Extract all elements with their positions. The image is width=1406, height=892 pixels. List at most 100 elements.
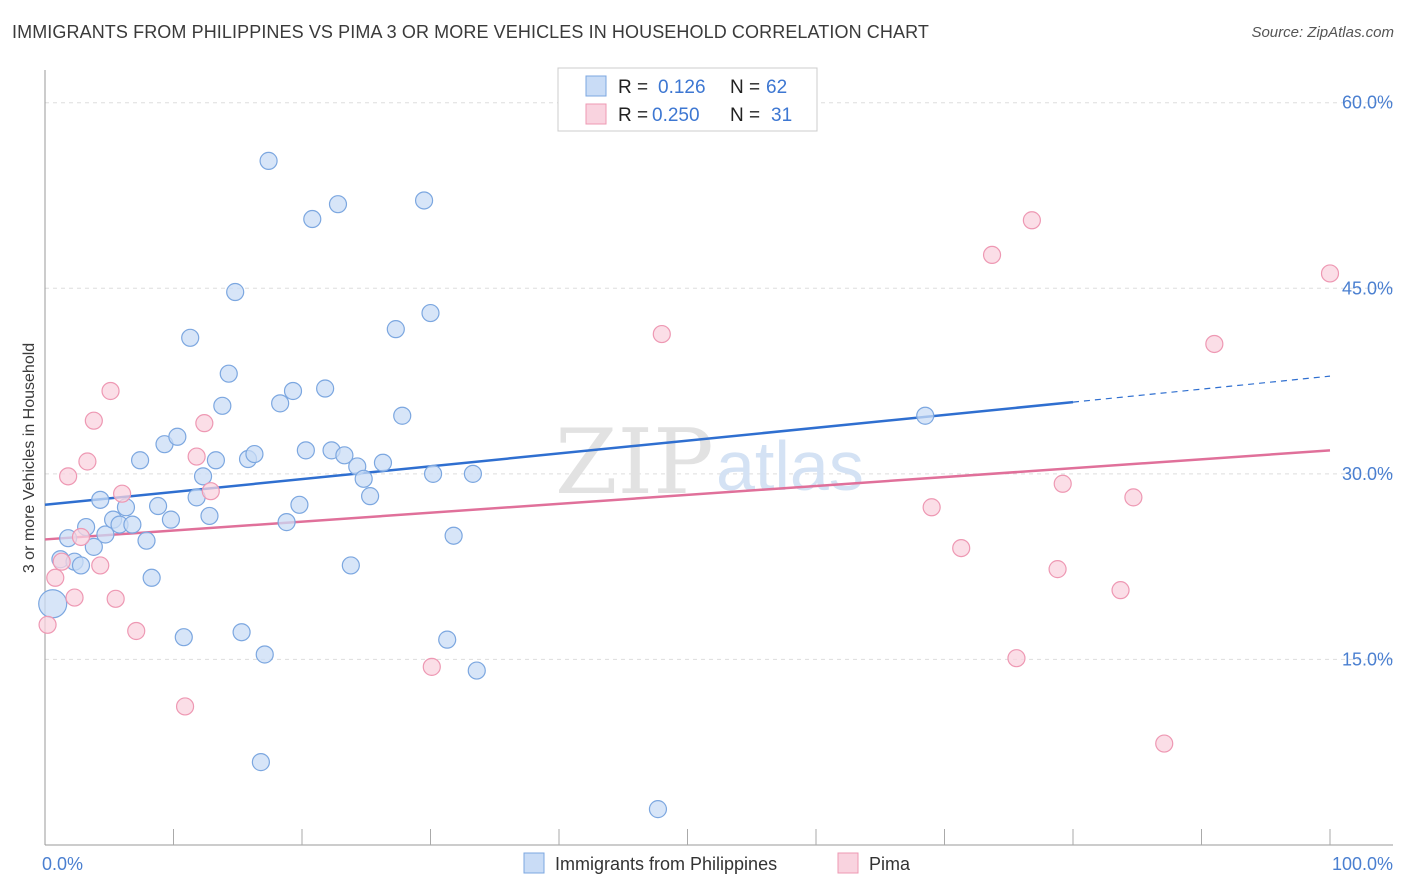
series-pima-points bbox=[38, 211, 1340, 753]
legend-r-value-pink: 0.250 bbox=[652, 105, 700, 126]
trend-line-pima bbox=[44, 449, 1331, 541]
legend-n-label-blue: N = bbox=[730, 77, 760, 98]
point-philippines bbox=[361, 487, 380, 506]
point-philippines bbox=[123, 515, 142, 534]
point-pima bbox=[1048, 560, 1067, 579]
point-philippines bbox=[386, 320, 405, 339]
y-tick-labels: 15.0% 30.0% 45.0% 60.0% bbox=[1342, 93, 1393, 670]
point-pima bbox=[1022, 211, 1041, 230]
grid-lines bbox=[45, 102, 1393, 660]
point-pima bbox=[982, 245, 1002, 265]
point-pima bbox=[187, 447, 206, 466]
point-pima bbox=[91, 556, 110, 575]
point-pima bbox=[652, 324, 671, 344]
point-philippines bbox=[303, 209, 322, 229]
point-philippines bbox=[142, 568, 161, 587]
point-philippines bbox=[96, 525, 115, 544]
watermark: ZIP atlas bbox=[555, 410, 864, 515]
point-philippines bbox=[414, 191, 434, 210]
point-philippines bbox=[423, 464, 443, 483]
point-philippines bbox=[328, 195, 348, 214]
trend-line-philippines-extension bbox=[1072, 375, 1331, 403]
legend-box: R = 0.126 N = 62 R = 0.250 N = 31 bbox=[557, 67, 818, 132]
x-tick-label: 0.0% bbox=[42, 854, 83, 874]
point-pima bbox=[195, 414, 214, 433]
y-tick-label: 30.0% bbox=[1342, 464, 1393, 484]
bottom-legend-swatch-pink bbox=[837, 852, 859, 874]
point-pima bbox=[1053, 474, 1072, 493]
point-philippines bbox=[290, 495, 309, 514]
point-pima bbox=[201, 482, 220, 501]
point-philippines bbox=[245, 444, 264, 464]
point-philippines bbox=[444, 526, 463, 545]
point-philippines bbox=[38, 589, 68, 619]
point-philippines bbox=[193, 467, 213, 486]
point-philippines bbox=[421, 303, 440, 323]
point-pima bbox=[1205, 334, 1224, 354]
point-philippines bbox=[137, 531, 156, 550]
point-philippines bbox=[130, 451, 150, 470]
point-pima bbox=[422, 657, 441, 676]
bottom-legend-swatch-blue bbox=[523, 852, 545, 874]
point-pima bbox=[106, 589, 125, 608]
point-philippines bbox=[213, 396, 232, 415]
chart-title: IMMIGRANTS FROM PHILIPPINES VS PIMA 3 OR… bbox=[12, 22, 929, 42]
legend-n-value-blue: 62 bbox=[766, 77, 787, 98]
x-ticks bbox=[173, 829, 1331, 845]
point-philippines bbox=[283, 381, 303, 401]
point-pima bbox=[78, 452, 97, 471]
point-pima bbox=[71, 527, 91, 547]
point-pima bbox=[1320, 264, 1340, 283]
point-philippines bbox=[296, 441, 315, 460]
point-philippines bbox=[251, 753, 270, 772]
source-label: Source: ZipAtlas.com bbox=[1251, 24, 1394, 41]
legend-n-value-pink: 31 bbox=[771, 105, 792, 126]
point-philippines bbox=[255, 645, 274, 664]
watermark-atlas: atlas bbox=[716, 427, 864, 505]
point-philippines bbox=[71, 556, 91, 575]
point-pima bbox=[38, 615, 57, 634]
point-philippines bbox=[206, 451, 226, 470]
legend-swatch-blue bbox=[585, 75, 607, 97]
point-philippines bbox=[335, 446, 354, 465]
point-philippines bbox=[232, 623, 251, 642]
point-philippines bbox=[181, 328, 200, 347]
y-axis-title: 3 or more Vehicles in Household bbox=[21, 343, 38, 573]
point-philippines bbox=[84, 537, 103, 556]
point-philippines bbox=[271, 394, 290, 413]
bottom-legend: Immigrants from Philippines Pima bbox=[523, 852, 911, 874]
series-philippines-points bbox=[38, 151, 935, 819]
legend-n-label-pink: N = bbox=[730, 105, 760, 126]
point-philippines bbox=[467, 661, 486, 680]
axes bbox=[44, 70, 1393, 846]
point-pima bbox=[175, 697, 195, 716]
point-philippines bbox=[648, 800, 668, 819]
y-tick-label: 60.0% bbox=[1342, 93, 1393, 113]
y-tick-label: 45.0% bbox=[1342, 278, 1393, 298]
point-pima bbox=[112, 484, 132, 503]
point-philippines bbox=[91, 490, 110, 509]
point-pima bbox=[101, 381, 120, 401]
y-tick-label: 15.0% bbox=[1342, 649, 1393, 669]
point-philippines bbox=[226, 282, 245, 302]
point-philippines bbox=[393, 406, 412, 425]
point-philippines bbox=[259, 151, 278, 170]
point-pima bbox=[65, 588, 84, 607]
point-philippines bbox=[200, 506, 219, 526]
point-pima bbox=[1155, 734, 1174, 753]
point-pima bbox=[84, 411, 103, 430]
point-pima bbox=[127, 621, 146, 641]
point-philippines bbox=[174, 628, 193, 647]
point-philippines bbox=[463, 464, 483, 483]
point-philippines bbox=[373, 453, 393, 472]
x-tick-label: 100.0% bbox=[1332, 854, 1393, 874]
point-philippines bbox=[916, 406, 935, 425]
point-philippines bbox=[316, 379, 335, 398]
point-philippines bbox=[341, 556, 360, 575]
bottom-legend-label-pima: Pima bbox=[869, 854, 911, 874]
point-philippines bbox=[168, 427, 187, 446]
point-pima bbox=[1007, 649, 1026, 668]
legend-r-label-blue: R = bbox=[618, 77, 648, 98]
point-philippines bbox=[354, 469, 373, 488]
